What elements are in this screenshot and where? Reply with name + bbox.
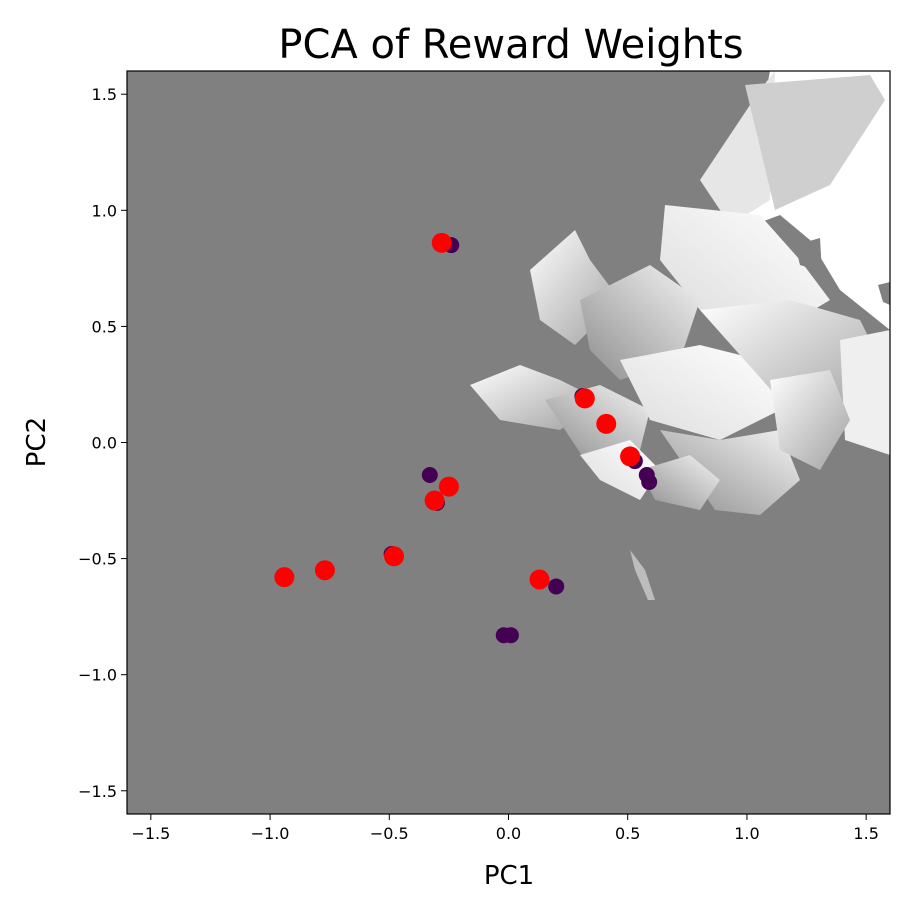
red-data-point	[384, 546, 405, 567]
plot-area	[126, 70, 891, 815]
purple-data-point	[421, 467, 438, 484]
red-data-point	[431, 232, 452, 253]
red-data-point	[424, 490, 445, 511]
y-axis-label: PC2	[22, 417, 52, 467]
data-points	[274, 232, 658, 644]
heatmap-highlight-region	[470, 71, 890, 600]
x-tick-label: 1.5	[853, 824, 878, 843]
y-tick-label: 0.5	[92, 317, 117, 336]
purple-data-point	[502, 627, 519, 644]
red-data-point	[574, 388, 595, 409]
y-tick-label: 0.0	[92, 434, 117, 453]
heatmap-patch	[795, 238, 822, 272]
y-axis: −1.5 −1.0 −0.5 0.0 0.5 1.0 1.5	[78, 85, 127, 801]
x-axis: −1.5 −1.0 −0.5 0.0 0.5 1.0 1.5	[131, 814, 879, 843]
heatmap-patch	[660, 205, 830, 330]
y-tick-label: −0.5	[78, 550, 117, 569]
heatmap-patch	[620, 345, 780, 440]
purple-data-point	[641, 473, 658, 490]
red-data-point	[314, 560, 335, 581]
red-data-point	[529, 569, 550, 590]
y-tick-label: −1.5	[78, 782, 117, 801]
heatmap-patch	[630, 550, 655, 600]
heatmap-patch	[745, 75, 885, 210]
heatmap-patch	[640, 455, 720, 510]
red-data-point	[274, 567, 295, 588]
x-tick-label: 0.0	[496, 824, 521, 843]
heatmap-patch	[878, 282, 890, 305]
x-tick-label: −1.5	[131, 824, 170, 843]
chart-title: PCA of Reward Weights	[278, 22, 743, 68]
x-tick-label: −0.5	[370, 824, 409, 843]
heatmap-patch	[840, 330, 890, 455]
x-tick-label: 0.5	[615, 824, 640, 843]
red-data-point	[596, 413, 617, 434]
y-tick-label: −1.0	[78, 666, 117, 685]
red-data-point	[438, 476, 459, 497]
x-tick-label: 1.0	[734, 824, 759, 843]
purple-data-point	[548, 578, 565, 595]
x-axis-label: PC1	[484, 861, 534, 891]
x-tick-label: −1.0	[251, 824, 290, 843]
red-data-point	[620, 446, 641, 467]
y-tick-label: 1.0	[92, 201, 117, 220]
y-tick-label: 1.5	[92, 85, 117, 104]
heatmap-patch	[660, 430, 800, 515]
heatmap-patch	[770, 370, 850, 470]
